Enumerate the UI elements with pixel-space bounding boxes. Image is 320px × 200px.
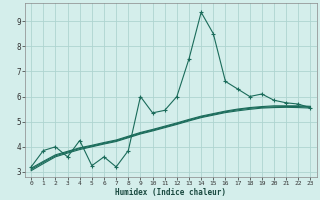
X-axis label: Humidex (Indice chaleur): Humidex (Indice chaleur)	[115, 188, 226, 197]
